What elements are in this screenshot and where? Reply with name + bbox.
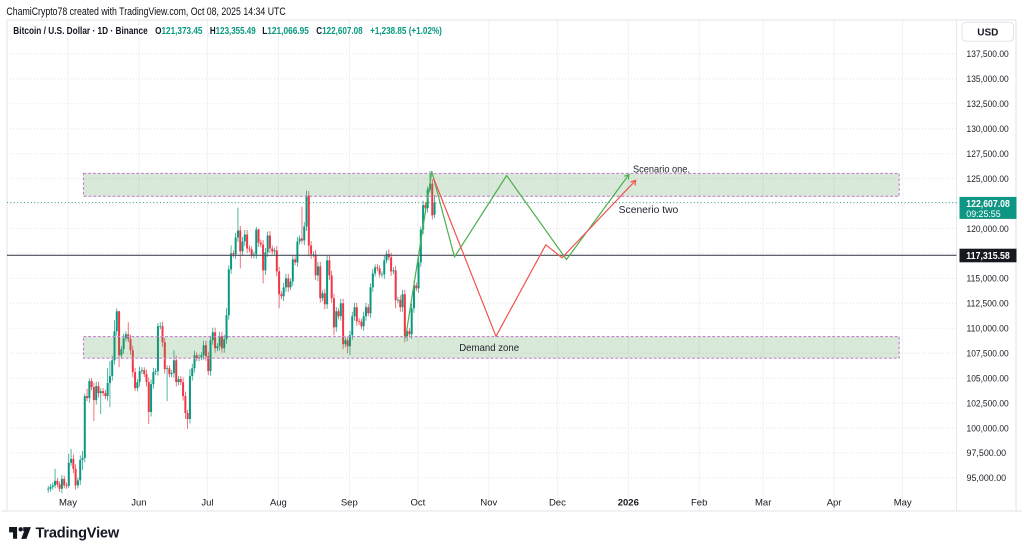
svg-text:115,000.00: 115,000.00 [967, 274, 1009, 284]
svg-text:107,500.00: 107,500.00 [967, 349, 1009, 359]
svg-text:O121,373.45: O121,373.45 [155, 26, 203, 37]
svg-text:Dec: Dec [549, 497, 566, 508]
svg-text:Demand zone: Demand zone [459, 343, 519, 354]
svg-text:125,000.00: 125,000.00 [967, 174, 1009, 184]
svg-text:112,500.00: 112,500.00 [967, 299, 1009, 309]
svg-text:Nov: Nov [480, 497, 497, 508]
svg-text:105,000.00: 105,000.00 [967, 373, 1009, 383]
svg-text:122,607.08: 122,607.08 [966, 199, 1010, 210]
svg-text:Aug: Aug [270, 497, 287, 508]
svg-text:102,500.00: 102,500.00 [967, 398, 1009, 408]
svg-text:USD: USD [977, 27, 998, 38]
svg-text:Jul: Jul [201, 497, 213, 508]
svg-text:132,500.00: 132,500.00 [967, 99, 1009, 109]
svg-text:H123,355.49: H123,355.49 [210, 26, 256, 37]
svg-text:TradingView: TradingView [36, 526, 120, 542]
svg-text:ChamiCrypto78 created with Tra: ChamiCrypto78 created with TradingView.c… [6, 6, 286, 18]
svg-text:2026: 2026 [618, 497, 639, 508]
svg-text:Scenerio two: Scenerio two [619, 205, 679, 216]
svg-text:110,000.00: 110,000.00 [967, 324, 1009, 334]
svg-text:May: May [894, 497, 912, 508]
svg-text:Bitcoin / U.S. Dollar · 1D · B: Bitcoin / U.S. Dollar · 1D · Binance [13, 26, 148, 37]
svg-text:Sep: Sep [341, 497, 358, 508]
svg-text:Jun: Jun [131, 497, 146, 508]
svg-text:127,500.00: 127,500.00 [967, 149, 1009, 159]
svg-text:100,000.00: 100,000.00 [967, 423, 1009, 433]
svg-text:137,500.00: 137,500.00 [967, 49, 1009, 59]
svg-text:+1,238.85 (+1.02%): +1,238.85 (+1.02%) [370, 26, 442, 37]
svg-text:97,500.00: 97,500.00 [967, 448, 1007, 458]
svg-text:135,000.00: 135,000.00 [967, 74, 1009, 84]
svg-text:Feb: Feb [691, 497, 707, 508]
svg-text:120,000.00: 120,000.00 [967, 224, 1009, 234]
svg-text:95,000.00: 95,000.00 [967, 473, 1007, 483]
svg-text:May: May [59, 497, 77, 508]
svg-text:C122,607.08: C122,607.08 [316, 26, 363, 37]
svg-text:Mar: Mar [755, 497, 771, 508]
svg-text:09:25:55: 09:25:55 [966, 209, 1000, 219]
svg-text:Apr: Apr [827, 497, 842, 508]
svg-text:L121,066.95: L121,066.95 [262, 26, 309, 37]
svg-text:117,315.58: 117,315.58 [966, 251, 1010, 262]
svg-text:Oct: Oct [411, 497, 426, 508]
svg-text:130,000.00: 130,000.00 [967, 124, 1009, 134]
svg-text:Scenario one.: Scenario one. [633, 165, 690, 176]
